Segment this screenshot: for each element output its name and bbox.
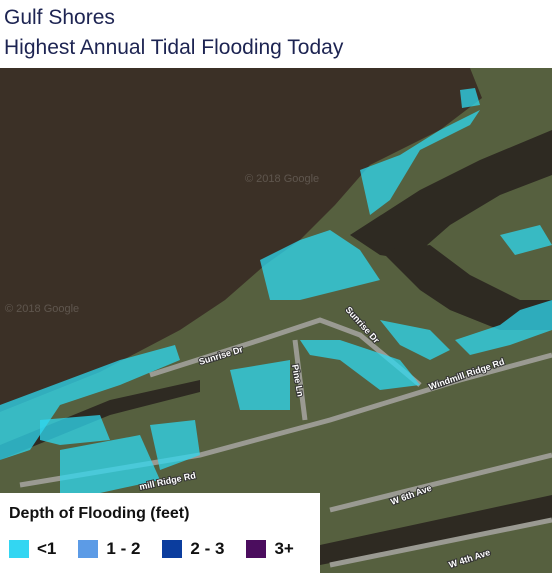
flood-area <box>230 360 290 410</box>
road <box>149 317 422 387</box>
legend-label: <1 <box>37 539 57 558</box>
flood-area <box>0 345 180 460</box>
title-line: Gulf Shores <box>4 6 115 29</box>
flood-area <box>380 320 450 360</box>
canal <box>350 130 552 260</box>
flooding <box>0 88 552 493</box>
flood-area <box>150 420 200 470</box>
flood-area <box>460 88 480 108</box>
legend-item: <1 <box>9 539 56 559</box>
flood-area <box>500 225 552 255</box>
road <box>329 517 552 568</box>
legend-swatch <box>246 540 267 558</box>
road <box>329 452 552 513</box>
flood-area <box>260 230 380 300</box>
legend-title: Depth of Flooding (feet) <box>9 505 190 522</box>
legend-label: 1 - 2 <box>106 539 141 558</box>
canal <box>320 495 552 565</box>
legend: Depth of Flooding (feet) <1 1 - 2 2 - 3 3+ <box>0 493 320 573</box>
flood-area <box>360 110 480 215</box>
flood-area <box>300 340 420 390</box>
canal <box>0 380 200 460</box>
legend-item: 3+ <box>246 539 294 559</box>
legend-label: 2 - 3 <box>190 539 225 558</box>
canal <box>380 245 552 330</box>
title-line: Highest Annual Tidal Flooding Today <box>4 36 344 59</box>
road <box>292 339 308 421</box>
flood-area <box>455 300 552 355</box>
flood-area <box>60 435 160 493</box>
legend-item: 1 - 2 <box>78 539 140 559</box>
watermark: © 2018 Google <box>245 173 319 185</box>
legend-swatch <box>9 540 29 558</box>
legend-label: 3+ <box>274 539 294 558</box>
legend-swatch <box>162 540 183 558</box>
legend-swatch <box>78 540 99 558</box>
bay-water <box>0 68 482 412</box>
legend-item: 2 - 3 <box>162 539 224 559</box>
legend-items: <1 1 - 2 2 - 3 3+ <box>9 539 294 559</box>
watermark: © 2018 Google <box>5 303 79 315</box>
flood-area <box>40 415 110 445</box>
